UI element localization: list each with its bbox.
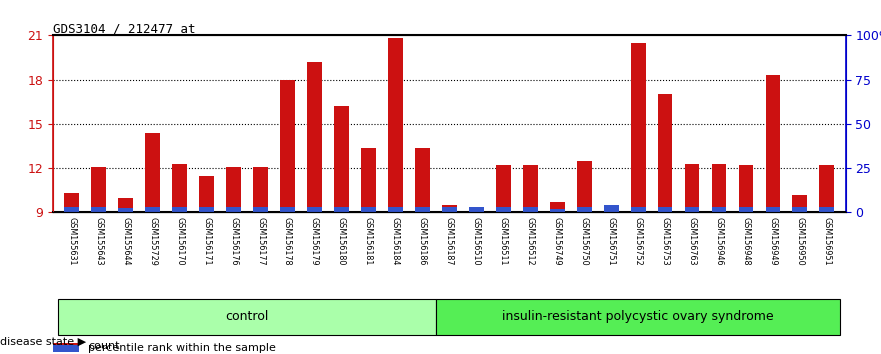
Bar <box>793 195 807 212</box>
Text: GSM156179: GSM156179 <box>310 217 319 266</box>
Bar <box>685 207 700 212</box>
Bar <box>53 343 79 349</box>
Bar <box>199 176 214 212</box>
Bar <box>307 207 322 212</box>
Text: GSM156753: GSM156753 <box>661 217 670 266</box>
Text: GSM156750: GSM156750 <box>580 217 589 266</box>
Bar <box>603 207 618 212</box>
Bar <box>819 165 834 212</box>
Bar <box>388 38 403 212</box>
Bar <box>199 207 214 212</box>
Text: GSM156180: GSM156180 <box>337 217 346 265</box>
Bar <box>334 207 349 212</box>
Bar <box>361 207 376 212</box>
Bar <box>819 207 834 212</box>
Text: percentile rank within the sample: percentile rank within the sample <box>88 343 276 353</box>
Bar <box>253 207 268 212</box>
Bar <box>550 210 565 212</box>
Bar <box>92 167 106 212</box>
Bar <box>522 165 537 212</box>
Text: control: control <box>226 310 269 323</box>
Bar <box>522 207 537 212</box>
Bar <box>577 207 591 212</box>
Bar <box>631 207 646 212</box>
Text: GSM156187: GSM156187 <box>445 217 454 265</box>
Text: GSM156176: GSM156176 <box>229 217 238 265</box>
Text: GSM155643: GSM155643 <box>94 217 103 265</box>
Bar <box>415 148 430 212</box>
Bar <box>738 207 753 212</box>
Bar <box>415 207 430 212</box>
Bar <box>442 207 456 212</box>
Text: GSM156946: GSM156946 <box>714 217 723 265</box>
Bar <box>145 133 160 212</box>
Bar <box>436 299 840 335</box>
Text: GSM156751: GSM156751 <box>607 217 616 266</box>
Bar <box>361 148 376 212</box>
Bar <box>496 207 511 212</box>
Text: GSM156949: GSM156949 <box>768 217 777 266</box>
Bar <box>442 205 456 212</box>
Bar <box>118 208 133 212</box>
Bar <box>657 95 672 212</box>
Bar <box>550 202 565 212</box>
Bar <box>280 80 295 212</box>
Bar <box>766 207 781 212</box>
Bar <box>334 106 349 212</box>
Text: GDS3104 / 212477_at: GDS3104 / 212477_at <box>53 22 196 35</box>
Bar <box>280 207 295 212</box>
Bar <box>685 164 700 212</box>
Bar <box>172 207 187 212</box>
Text: GSM156511: GSM156511 <box>499 217 507 265</box>
Bar <box>226 167 241 212</box>
Text: GSM156510: GSM156510 <box>472 217 481 265</box>
Bar <box>496 165 511 212</box>
Text: GSM156178: GSM156178 <box>283 217 292 265</box>
Bar <box>712 164 727 212</box>
Bar <box>712 207 727 212</box>
Bar <box>657 207 672 212</box>
Text: count: count <box>88 341 120 351</box>
Text: GSM156951: GSM156951 <box>822 217 832 266</box>
Text: GSM156950: GSM156950 <box>796 217 804 266</box>
Bar <box>307 62 322 212</box>
Text: insulin-resistant polycystic ovary syndrome: insulin-resistant polycystic ovary syndr… <box>502 310 774 323</box>
Text: GSM156184: GSM156184 <box>391 217 400 265</box>
Text: GSM156752: GSM156752 <box>633 217 642 266</box>
Text: GSM156763: GSM156763 <box>687 217 697 265</box>
Text: GSM155644: GSM155644 <box>122 217 130 265</box>
Text: GSM156170: GSM156170 <box>175 217 184 265</box>
Text: GSM156749: GSM156749 <box>552 217 562 266</box>
Bar <box>253 167 268 212</box>
Bar <box>58 299 436 335</box>
Bar <box>631 43 646 212</box>
Bar <box>577 161 591 212</box>
Bar <box>469 206 484 212</box>
Text: GSM156948: GSM156948 <box>742 217 751 265</box>
Text: GSM156181: GSM156181 <box>364 217 373 265</box>
Text: GSM156186: GSM156186 <box>418 217 426 265</box>
Text: GSM156177: GSM156177 <box>256 217 265 266</box>
Bar <box>603 205 618 212</box>
Bar <box>64 207 79 212</box>
Text: disease state ▶: disease state ▶ <box>0 336 86 347</box>
Bar <box>226 207 241 212</box>
Bar <box>766 75 781 212</box>
Bar <box>145 207 160 212</box>
Bar <box>738 165 753 212</box>
Bar <box>118 198 133 212</box>
Bar <box>64 193 79 212</box>
Text: GSM155729: GSM155729 <box>148 217 157 266</box>
Bar <box>172 164 187 212</box>
Text: GSM155631: GSM155631 <box>67 217 77 265</box>
Bar <box>388 207 403 212</box>
Bar <box>793 207 807 212</box>
Bar <box>92 207 106 212</box>
Bar <box>469 207 484 212</box>
Text: GSM156512: GSM156512 <box>526 217 535 266</box>
Bar <box>53 345 79 352</box>
Text: GSM156171: GSM156171 <box>202 217 211 265</box>
